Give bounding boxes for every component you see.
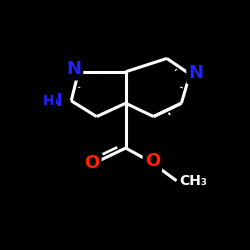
Text: O: O [145,152,160,170]
Text: N: N [188,64,204,82]
Text: N: N [66,60,81,78]
Text: O: O [84,154,100,172]
Text: CH₃: CH₃ [179,174,207,188]
Text: N: N [48,92,63,110]
Text: H: H [43,94,54,108]
